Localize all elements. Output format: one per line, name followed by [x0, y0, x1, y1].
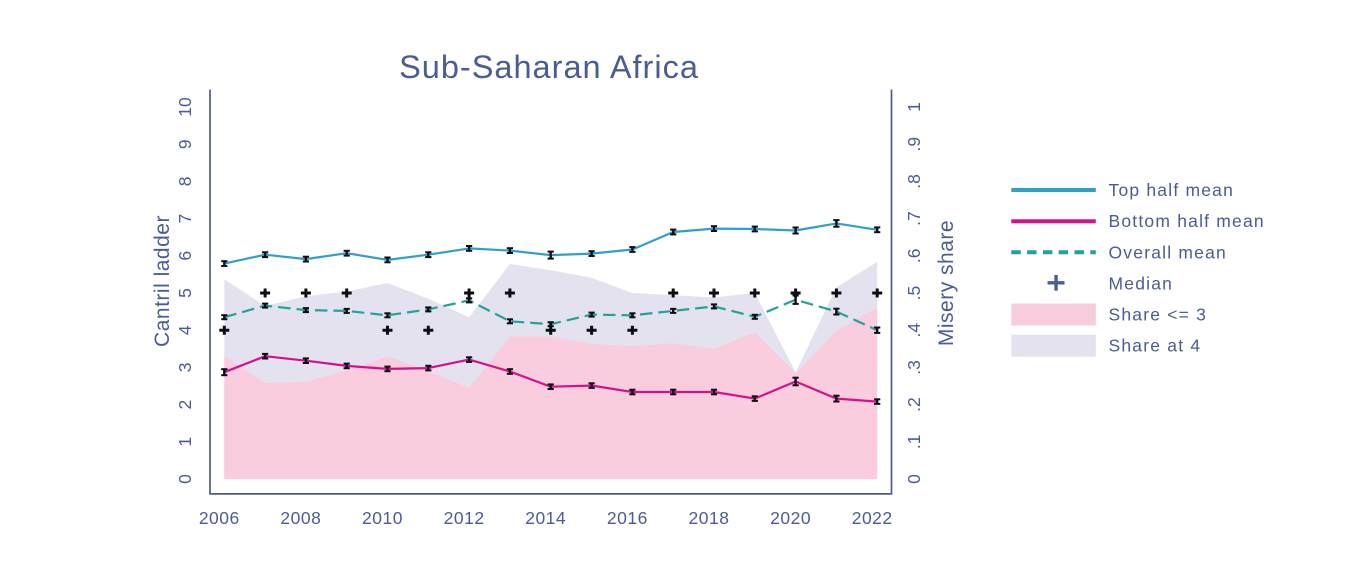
svg-text:2016: 2016	[607, 508, 648, 528]
svg-text:5: 5	[175, 288, 195, 298]
svg-text:2010: 2010	[362, 508, 403, 528]
svg-text:.2: .2	[904, 397, 924, 412]
svg-text:Sub-Saharan Africa: Sub-Saharan Africa	[399, 49, 699, 85]
svg-text:.8: .8	[904, 174, 924, 189]
svg-text:Share at 4: Share at 4	[1109, 336, 1202, 356]
svg-text:.5: .5	[904, 286, 924, 301]
svg-text:.4: .4	[904, 323, 924, 338]
svg-text:4: 4	[175, 325, 195, 335]
svg-text:0: 0	[904, 474, 924, 484]
svg-text:2014: 2014	[525, 508, 566, 528]
svg-text:Share <= 3: Share <= 3	[1109, 305, 1208, 325]
svg-text:Bottom half mean: Bottom half mean	[1109, 211, 1265, 231]
svg-text:Top half mean: Top half mean	[1109, 180, 1235, 200]
svg-text:.3: .3	[904, 360, 924, 375]
svg-text:Overall mean: Overall mean	[1109, 242, 1227, 262]
svg-text:Misery share: Misery share	[935, 220, 958, 346]
svg-text:.9: .9	[904, 137, 924, 152]
svg-text:2018: 2018	[689, 508, 730, 528]
svg-text:6: 6	[175, 251, 195, 261]
svg-text:2020: 2020	[770, 508, 811, 528]
svg-text:.6: .6	[904, 248, 924, 263]
svg-text:10: 10	[175, 97, 195, 117]
svg-text:1: 1	[904, 102, 924, 112]
svg-text:2022: 2022	[852, 508, 893, 528]
svg-text:3: 3	[175, 363, 195, 373]
svg-text:.1: .1	[904, 434, 924, 449]
svg-text:2008: 2008	[280, 508, 321, 528]
svg-text:9: 9	[175, 139, 195, 149]
svg-text:2006: 2006	[199, 508, 240, 528]
svg-text:Median: Median	[1109, 273, 1174, 293]
svg-text:Cantril ladder: Cantril ladder	[151, 215, 174, 347]
svg-text:8: 8	[175, 177, 195, 187]
svg-text:2: 2	[175, 400, 195, 410]
svg-text:0: 0	[175, 474, 195, 484]
svg-text:2012: 2012	[444, 508, 485, 528]
svg-text:.7: .7	[904, 211, 924, 226]
svg-text:7: 7	[175, 214, 195, 224]
svg-text:1: 1	[175, 437, 195, 447]
